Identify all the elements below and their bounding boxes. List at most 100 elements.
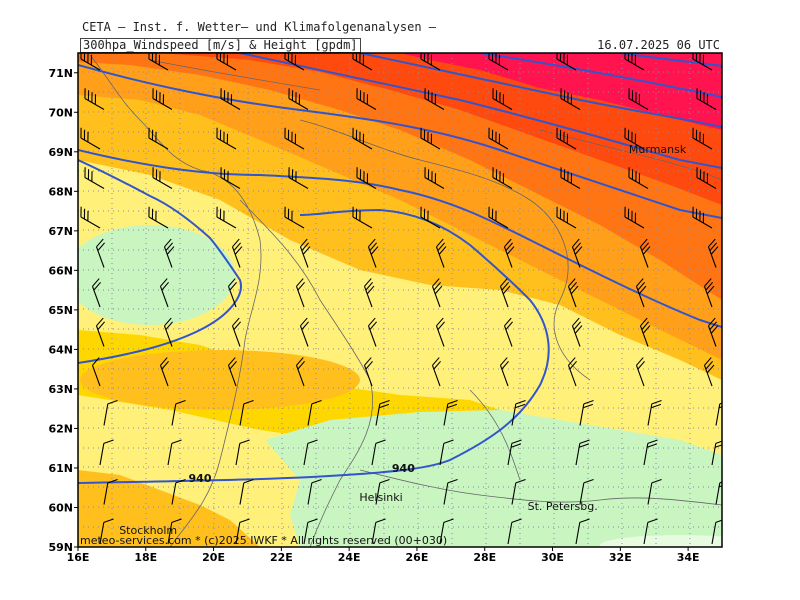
wind-barb [299, 238, 311, 268]
wind-barb [171, 478, 186, 505]
wind-barb [239, 399, 254, 426]
wind-barb [284, 53, 305, 71]
wind-barb [488, 206, 509, 229]
wind-barb [692, 206, 713, 229]
valid-time: 16.07.2025 06 UTC [597, 38, 720, 52]
wind-barb [499, 357, 510, 387]
contour-north-2 [78, 64, 722, 219]
wind-barb [367, 238, 379, 268]
lon-tick-label: 20E [202, 551, 225, 564]
wind-barb [99, 439, 114, 466]
lat-tick-label: 64N [48, 343, 73, 356]
wind-barb [511, 399, 526, 426]
wind-barb [443, 399, 458, 426]
wind-barb [647, 478, 662, 505]
wind-barb [303, 518, 318, 545]
wind-barb [167, 518, 182, 545]
contour-north-4 [359, 53, 722, 128]
lat-tick-label: 68N [48, 185, 73, 198]
wind-barb [431, 357, 442, 387]
plot-frame [77, 52, 723, 548]
calm-west [78, 225, 235, 325]
wind-barb [556, 53, 577, 71]
wind-barb [295, 278, 306, 308]
height-contours [78, 53, 722, 484]
wind-barb [639, 317, 651, 347]
wind-barb [499, 278, 511, 308]
wind-barb [235, 518, 250, 545]
wind-barb [80, 53, 101, 71]
wind-barb [171, 399, 186, 426]
wind-barb [567, 357, 578, 387]
lon-tick-label: 32E [609, 551, 632, 564]
contour-north-3 [239, 53, 722, 169]
wind-barb [635, 357, 646, 387]
wind-barb [231, 238, 243, 268]
calm-southeast [265, 410, 722, 547]
wind-barb [511, 478, 526, 505]
wind-barb [95, 238, 106, 268]
chart-title: CETA — Inst. f. Wetter— und Klimafolgena… [82, 20, 437, 34]
wind-barb [220, 88, 241, 110]
wind-barb [84, 88, 105, 110]
wind-barb [492, 167, 513, 189]
wind-barb [159, 278, 170, 308]
wind-barb [579, 478, 594, 505]
wind-barb [488, 127, 509, 150]
wind-barb [103, 478, 118, 505]
lat-tick-label: 59N [48, 541, 73, 554]
wind-barb [163, 317, 174, 347]
wind-barb [227, 278, 238, 308]
wind-barb [439, 439, 454, 466]
wind-barb [707, 238, 719, 268]
lat-tick-label: 60N [48, 501, 73, 514]
wind-barb [420, 206, 441, 229]
lon-tick-label: 16E [67, 551, 90, 564]
contour-north-5 [479, 53, 722, 98]
wind-barb [703, 278, 715, 308]
wind-barb [295, 357, 306, 387]
wind-barb [356, 88, 377, 110]
wind-barb [288, 88, 309, 110]
wind-barb [91, 278, 102, 308]
lon-tick-label: 24E [338, 551, 361, 564]
wind-barb [352, 53, 373, 71]
lat-tick-label: 62N [48, 422, 73, 435]
contour-north-1 [78, 149, 722, 328]
wind-barb [647, 399, 662, 426]
wind-barb [220, 167, 241, 189]
wind-barb [435, 317, 446, 347]
wind-barb [628, 88, 649, 110]
wind-barb [363, 357, 374, 387]
wind-barb [167, 439, 182, 466]
wind-barb [560, 88, 581, 110]
wind-barb [639, 238, 651, 268]
wind-barb [148, 127, 169, 150]
wind-barb [99, 518, 114, 545]
jet-gold-core [80, 350, 360, 410]
wind-barb [571, 238, 583, 268]
wind-barb [628, 167, 649, 189]
wind-barb [159, 357, 170, 387]
lon-tick-label: 34E [677, 551, 700, 564]
wind-barb [375, 399, 390, 426]
wind-barbs [80, 53, 722, 545]
wind-barb [371, 518, 386, 545]
calm-southeast-edge [600, 535, 722, 547]
lon-tick-label: 18E [134, 551, 157, 564]
wind-barb [431, 278, 443, 308]
city-label: St. Petersbg. [528, 500, 598, 513]
wind-barb [284, 127, 305, 150]
wind-barb [575, 518, 590, 545]
wind-barb [424, 88, 445, 110]
wind-barb [239, 478, 254, 505]
band-gold-south [78, 470, 260, 547]
wind-barb [80, 127, 101, 150]
wind-barb [375, 478, 390, 505]
city-label: Helsinki [359, 491, 402, 504]
band-lt-yellow-mid [78, 160, 722, 470]
lon-tick-label: 28E [473, 551, 496, 564]
wind-barb [363, 278, 375, 308]
wind-barb [435, 238, 447, 268]
wind-barb [560, 167, 581, 189]
